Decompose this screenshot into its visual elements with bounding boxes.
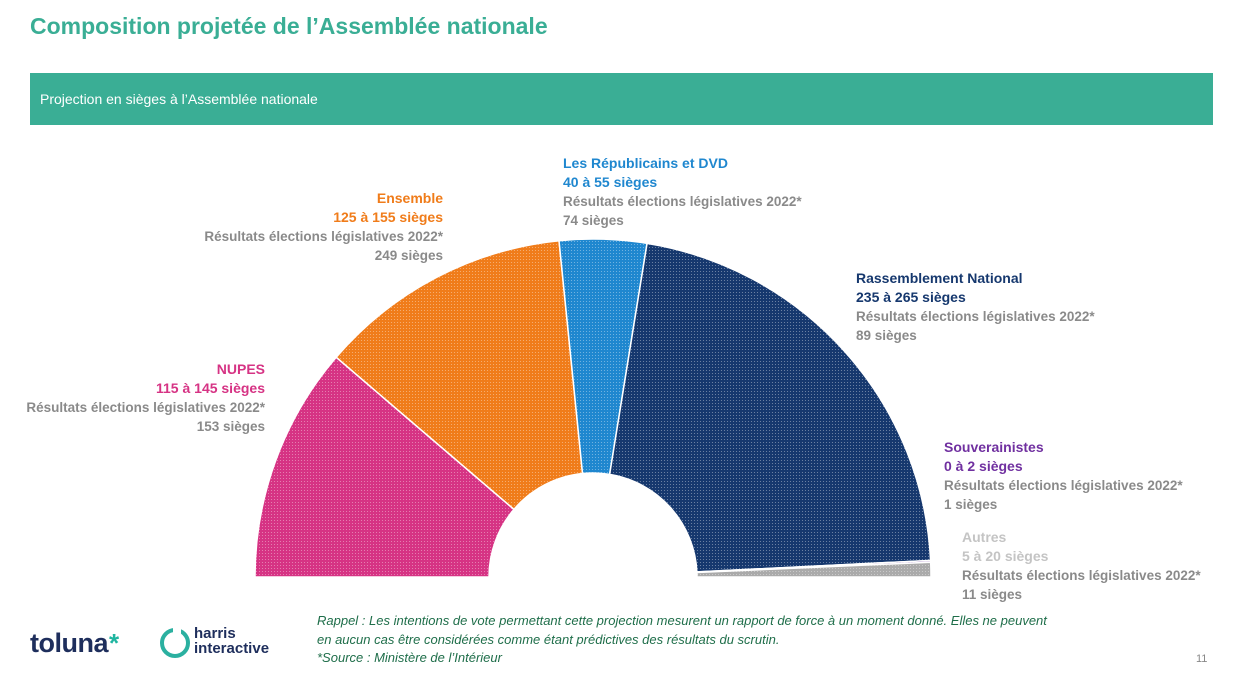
nupes-name: NUPES [216,361,265,377]
banner-label: Projection en sièges à l’Assemblée natio… [40,91,318,107]
harris-interactive-logo: harris interactive [194,626,269,656]
label-lr: Les Républicains et DVD 40 à 55 sièges R… [563,154,802,230]
nupes-range: 115 à 145 sièges [156,380,265,396]
harris-line2: interactive [194,640,270,657]
ensemble-name: Ensemble [376,190,443,206]
slice-autres-texture [696,562,931,577]
harris-line1: harris [194,625,236,642]
label-rn: Rassemblement National 235 à 265 sièges … [856,269,1095,345]
slice-ensemble-texture [336,240,583,510]
source-note: *Source : Ministère de l’Intérieur [317,650,502,665]
ensemble-range: 125 à 155 sièges [333,209,443,225]
souv-range: 0 à 2 sièges [944,458,1023,474]
ensemble-previous-label: Résultats élections législatives 2022* [204,229,443,244]
rn-range: 235 à 265 sièges [856,289,966,305]
section-banner: Projection en sièges à l’Assemblée natio… [30,73,1213,125]
label-souverainistes: Souverainistes 0 à 2 sièges Résultats él… [944,438,1183,514]
page-number: 11 [1196,653,1208,665]
lr-previous-label: Résultats élections législatives 2022* [563,194,802,209]
label-nupes: NUPES 115 à 145 sièges Résultats électio… [26,360,265,436]
souv-previous-label: Résultats élections législatives 2022* [944,478,1183,493]
note-line-2: en aucun cas être considérées comme étan… [317,631,780,647]
lr-name: Les Républicains et DVD [563,155,728,171]
nupes-previous: 153 sièges [196,419,265,434]
toluna-logo: toluna* [30,628,119,659]
autres-range: 5 à 20 sièges [962,548,1049,564]
slice-rn-texture [609,243,931,572]
harris-ring-icon [160,627,190,658]
souv-name: Souverainistes [944,439,1044,455]
footer-note: Rappel : Les intentions de vote permetta… [317,612,1177,668]
souv-previous: 1 sièges [944,497,998,512]
ensemble-previous: 249 sièges [374,248,443,263]
rn-previous: 89 sièges [856,328,917,343]
toluna-star-icon: * [109,628,119,658]
nupes-previous-label: Résultats élections législatives 2022* [26,400,265,415]
lr-previous: 74 sièges [563,213,624,228]
autres-previous-label: Résultats élections législatives 2022* [962,568,1201,583]
autres-name: Autres [962,529,1007,545]
lr-range: 40 à 55 sièges [563,174,658,190]
note-line-1: Rappel : Les intentions de vote permetta… [317,613,1047,628]
autres-previous: 11 sièges [962,587,1023,602]
rn-name: Rassemblement National [856,270,1023,286]
slice-lr-texture [559,238,648,475]
label-ensemble: Ensemble 125 à 155 sièges Résultats élec… [204,189,443,265]
slice-nupes-texture [255,357,514,577]
toluna-wordmark: toluna [30,628,109,658]
rn-previous-label: Résultats élections législatives 2022* [856,309,1095,324]
label-autres: Autres 5 à 20 sièges Résultats élections… [962,528,1201,604]
page-title: Composition projetée de l’Assemblée nati… [30,13,548,39]
